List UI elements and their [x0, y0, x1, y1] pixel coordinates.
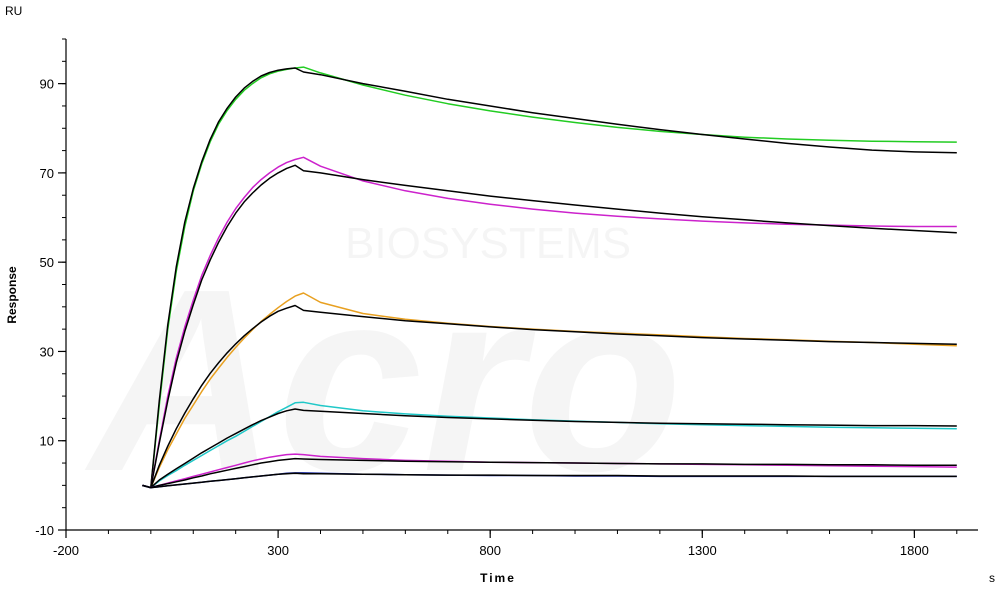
- y-tick-label: 50: [40, 255, 54, 270]
- x-tick-label: 800: [479, 543, 501, 558]
- series-line-10: [142, 457, 957, 489]
- series-group: [142, 66, 957, 489]
- series-line-12: [142, 472, 957, 489]
- watermark: Acro BIOSYSTEMS: [82, 219, 683, 526]
- x-tick-label: -200: [53, 543, 79, 558]
- watermark-company: BIOSYSTEMS: [345, 219, 631, 268]
- series-line-4: [142, 164, 957, 489]
- x-unit-label: s: [989, 571, 995, 585]
- x-tick-label: 1300: [688, 543, 717, 558]
- y-tick-label: -10: [35, 523, 54, 538]
- series-line-3: [142, 156, 957, 489]
- series-line-2: [142, 67, 957, 489]
- y-unit-label: RU: [5, 4, 22, 18]
- x-axis-title: Time: [480, 571, 516, 585]
- y-tick-label: 30: [40, 344, 54, 359]
- x-tick-label: 300: [267, 543, 289, 558]
- y-tick-label: 90: [40, 77, 54, 92]
- series-line-6: [142, 304, 957, 489]
- y-tick-label: 70: [40, 166, 54, 181]
- y-axis-title: Response: [5, 266, 19, 324]
- series-line-8: [142, 408, 957, 489]
- axes: -10 10 30 50 70 90 -200 300 800 1300 1800: [35, 38, 978, 558]
- series-line-7: [142, 401, 957, 489]
- x-tick-label: 1800: [900, 543, 929, 558]
- series-line-5: [142, 292, 957, 489]
- y-tick-label: 10: [40, 434, 54, 449]
